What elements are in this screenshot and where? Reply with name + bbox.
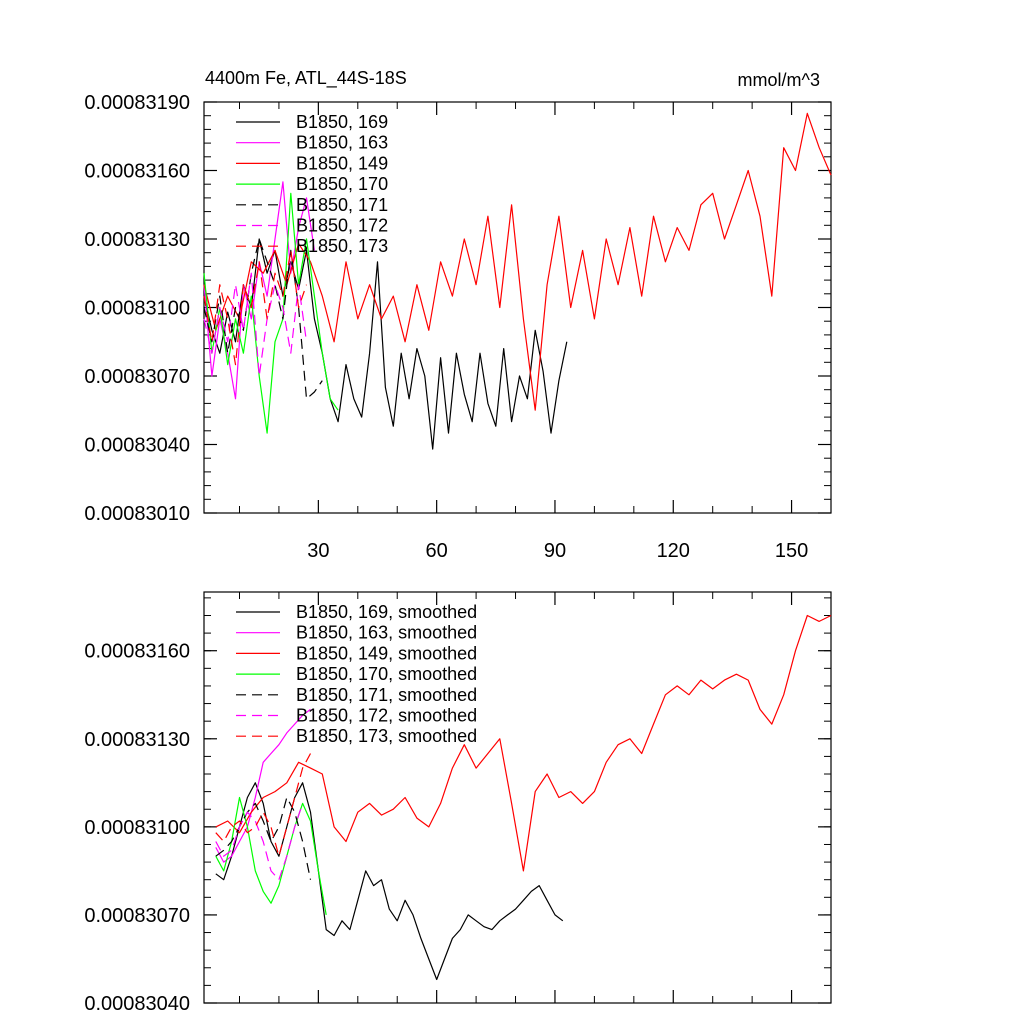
top-y-tick-label: 0.00083130 <box>84 229 190 251</box>
series-line-b1850-170 <box>203 192 339 434</box>
bottom-y-tick-label: 0.00083100 <box>84 817 190 839</box>
bottom-axis-ticks <box>204 592 832 1004</box>
series-line-b1850-169-smoothed <box>215 782 564 981</box>
top-series-group <box>203 112 832 450</box>
top-panel-units: mmol/m^3 <box>738 70 820 90</box>
top-y-tick-label: 0.00083010 <box>84 503 190 525</box>
legend-label-b1850-149: B1850, 149 <box>296 153 388 173</box>
series-line-b1850-149 <box>203 112 832 411</box>
legend-label-b1850-172-smoothed: B1850, 172, smoothed <box>296 706 477 726</box>
top-panel-title: 4400m Fe, ATL_44S-18S <box>205 68 407 89</box>
bottom-panel: 0.00083040 0.00083070 0.00083100 0.00083130… <box>84 591 832 1015</box>
legend-label-b1850-170: B1850, 170 <box>296 174 388 194</box>
series-line-b1850-173 <box>203 249 308 366</box>
series-line-b1850-149-smoothed <box>215 614 832 872</box>
legend-label-b1850-173: B1850, 173 <box>296 236 388 256</box>
legend-label-b1850-170-smoothed: B1850, 170, smoothed <box>296 664 477 684</box>
series-line-b1850-170-smoothed <box>215 796 327 916</box>
legend-label-b1850-169-smoothed: B1850, 169, smoothed <box>296 602 477 622</box>
legend-label-b1850-169: B1850, 169 <box>296 112 388 132</box>
top-y-tick-label: 0.00083040 <box>84 435 190 457</box>
bottom-plot-frame <box>203 591 832 1004</box>
legend-label-b1850-171-smoothed: B1850, 171, smoothed <box>296 685 477 705</box>
series-line-b1850-169 <box>203 238 568 450</box>
top-y-tick-labels: 0.00083010 0.00083040 0.00083070 0.00083100… <box>84 92 190 525</box>
top-x-tick-label: 120 <box>657 540 690 562</box>
legend-label-b1850-163-smoothed: B1850, 163, smoothed <box>296 623 477 643</box>
top-x-tick-labels: 30 60 90 120 150 <box>307 540 808 562</box>
top-x-tick-label: 90 <box>544 540 566 562</box>
legend-label-b1850-163: B1850, 163 <box>296 133 388 153</box>
top-y-tick-label: 0.00083070 <box>84 366 190 388</box>
bottom-y-tick-label: 0.00083040 <box>84 993 190 1015</box>
series-line-b1850-172 <box>203 272 308 377</box>
top-x-tick-label: 30 <box>307 540 329 562</box>
legend-label-b1850-173-smoothed: B1850, 173, smoothed <box>296 726 477 746</box>
bottom-series-group <box>215 614 832 981</box>
bottom-y-tick-labels: 0.00083040 0.00083070 0.00083100 0.00083130… <box>84 641 190 1015</box>
series-line-b1850-172-smoothed <box>215 803 304 881</box>
top-x-tick-label: 150 <box>775 540 808 562</box>
series-line-b1850-171-smoothed <box>215 796 312 880</box>
bottom-y-tick-label: 0.00083070 <box>84 905 190 927</box>
top-y-tick-label: 0.00083160 <box>84 161 190 183</box>
series-line-b1850-163-smoothed <box>215 708 311 863</box>
legend-label-b1850-172: B1850, 172 <box>296 216 388 236</box>
top-y-tick-label: 0.00083100 <box>84 298 190 320</box>
top-x-tick-label: 60 <box>426 540 448 562</box>
legend-label-b1850-171: B1850, 171 <box>296 195 388 215</box>
top-y-tick-label: 0.00083190 <box>84 92 190 114</box>
legend-label-b1850-149-smoothed: B1850, 149, smoothed <box>296 643 477 663</box>
top-panel: 4400m Fe, ATL_44S-18S mmol/m^3 0.0008301… <box>84 68 832 562</box>
bottom-y-tick-label: 0.00083130 <box>84 729 190 751</box>
bottom-y-tick-label: 0.00083160 <box>84 641 190 663</box>
